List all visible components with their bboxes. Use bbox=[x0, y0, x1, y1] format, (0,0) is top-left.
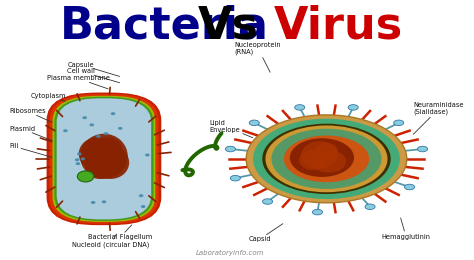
Circle shape bbox=[249, 120, 259, 126]
Text: Nucleoprotein
(RNA): Nucleoprotein (RNA) bbox=[235, 42, 282, 72]
Ellipse shape bbox=[272, 129, 382, 189]
Text: Bacterial Flagellum: Bacterial Flagellum bbox=[88, 225, 152, 240]
Ellipse shape bbox=[246, 115, 407, 203]
Circle shape bbox=[312, 209, 322, 215]
Text: Plasma membrane: Plasma membrane bbox=[46, 75, 109, 89]
Ellipse shape bbox=[290, 138, 354, 177]
Ellipse shape bbox=[265, 126, 388, 192]
Ellipse shape bbox=[111, 112, 115, 115]
Ellipse shape bbox=[86, 154, 113, 179]
Circle shape bbox=[365, 204, 375, 210]
Circle shape bbox=[295, 105, 305, 110]
Text: Capsid: Capsid bbox=[248, 224, 283, 242]
FancyBboxPatch shape bbox=[57, 98, 151, 219]
Ellipse shape bbox=[90, 124, 94, 126]
Circle shape bbox=[230, 176, 240, 181]
Circle shape bbox=[225, 146, 236, 152]
Circle shape bbox=[393, 120, 404, 126]
Ellipse shape bbox=[75, 158, 80, 161]
FancyBboxPatch shape bbox=[53, 96, 155, 222]
Circle shape bbox=[348, 105, 358, 110]
Ellipse shape bbox=[96, 135, 100, 138]
Text: Pili: Pili bbox=[9, 143, 64, 161]
FancyBboxPatch shape bbox=[55, 97, 154, 221]
Text: Vs: Vs bbox=[197, 4, 258, 47]
Ellipse shape bbox=[262, 124, 391, 194]
Text: Laboratoryinfo.com: Laboratoryinfo.com bbox=[196, 250, 264, 256]
Ellipse shape bbox=[91, 201, 95, 204]
Text: Cytoplasm: Cytoplasm bbox=[30, 93, 94, 110]
Ellipse shape bbox=[77, 152, 82, 155]
Ellipse shape bbox=[104, 132, 109, 135]
Text: Cell wall: Cell wall bbox=[67, 68, 119, 83]
Ellipse shape bbox=[92, 146, 129, 179]
FancyBboxPatch shape bbox=[46, 93, 161, 225]
Ellipse shape bbox=[63, 129, 68, 132]
FancyBboxPatch shape bbox=[49, 94, 158, 224]
Ellipse shape bbox=[139, 194, 144, 197]
Ellipse shape bbox=[80, 134, 128, 179]
Ellipse shape bbox=[82, 116, 87, 119]
Text: Ribosomes: Ribosomes bbox=[9, 108, 64, 128]
Ellipse shape bbox=[118, 127, 122, 130]
Ellipse shape bbox=[75, 162, 80, 165]
Ellipse shape bbox=[301, 141, 338, 169]
Text: Plasmid: Plasmid bbox=[9, 126, 64, 145]
Circle shape bbox=[418, 146, 428, 152]
Ellipse shape bbox=[284, 135, 369, 182]
Ellipse shape bbox=[299, 150, 327, 170]
Text: Neuraminidase
(Sialidase): Neuraminidase (Sialidase) bbox=[413, 102, 464, 134]
Ellipse shape bbox=[81, 157, 85, 160]
Circle shape bbox=[404, 184, 415, 190]
Ellipse shape bbox=[141, 205, 146, 208]
Ellipse shape bbox=[77, 171, 94, 182]
Ellipse shape bbox=[315, 142, 338, 160]
Text: Hemagglutinin: Hemagglutinin bbox=[382, 218, 430, 240]
Ellipse shape bbox=[95, 138, 122, 162]
Text: Bacteria: Bacteria bbox=[60, 4, 269, 47]
Ellipse shape bbox=[102, 200, 106, 203]
Text: Nucleoid (circular DNA): Nucleoid (circular DNA) bbox=[72, 234, 149, 248]
Ellipse shape bbox=[79, 138, 115, 170]
Text: Capsule: Capsule bbox=[67, 62, 119, 76]
Text: Virus: Virus bbox=[273, 4, 403, 47]
Ellipse shape bbox=[311, 150, 346, 173]
Text: Lipid
Envelope: Lipid Envelope bbox=[210, 120, 253, 138]
Circle shape bbox=[263, 199, 273, 204]
Ellipse shape bbox=[145, 153, 150, 157]
Ellipse shape bbox=[253, 119, 400, 199]
